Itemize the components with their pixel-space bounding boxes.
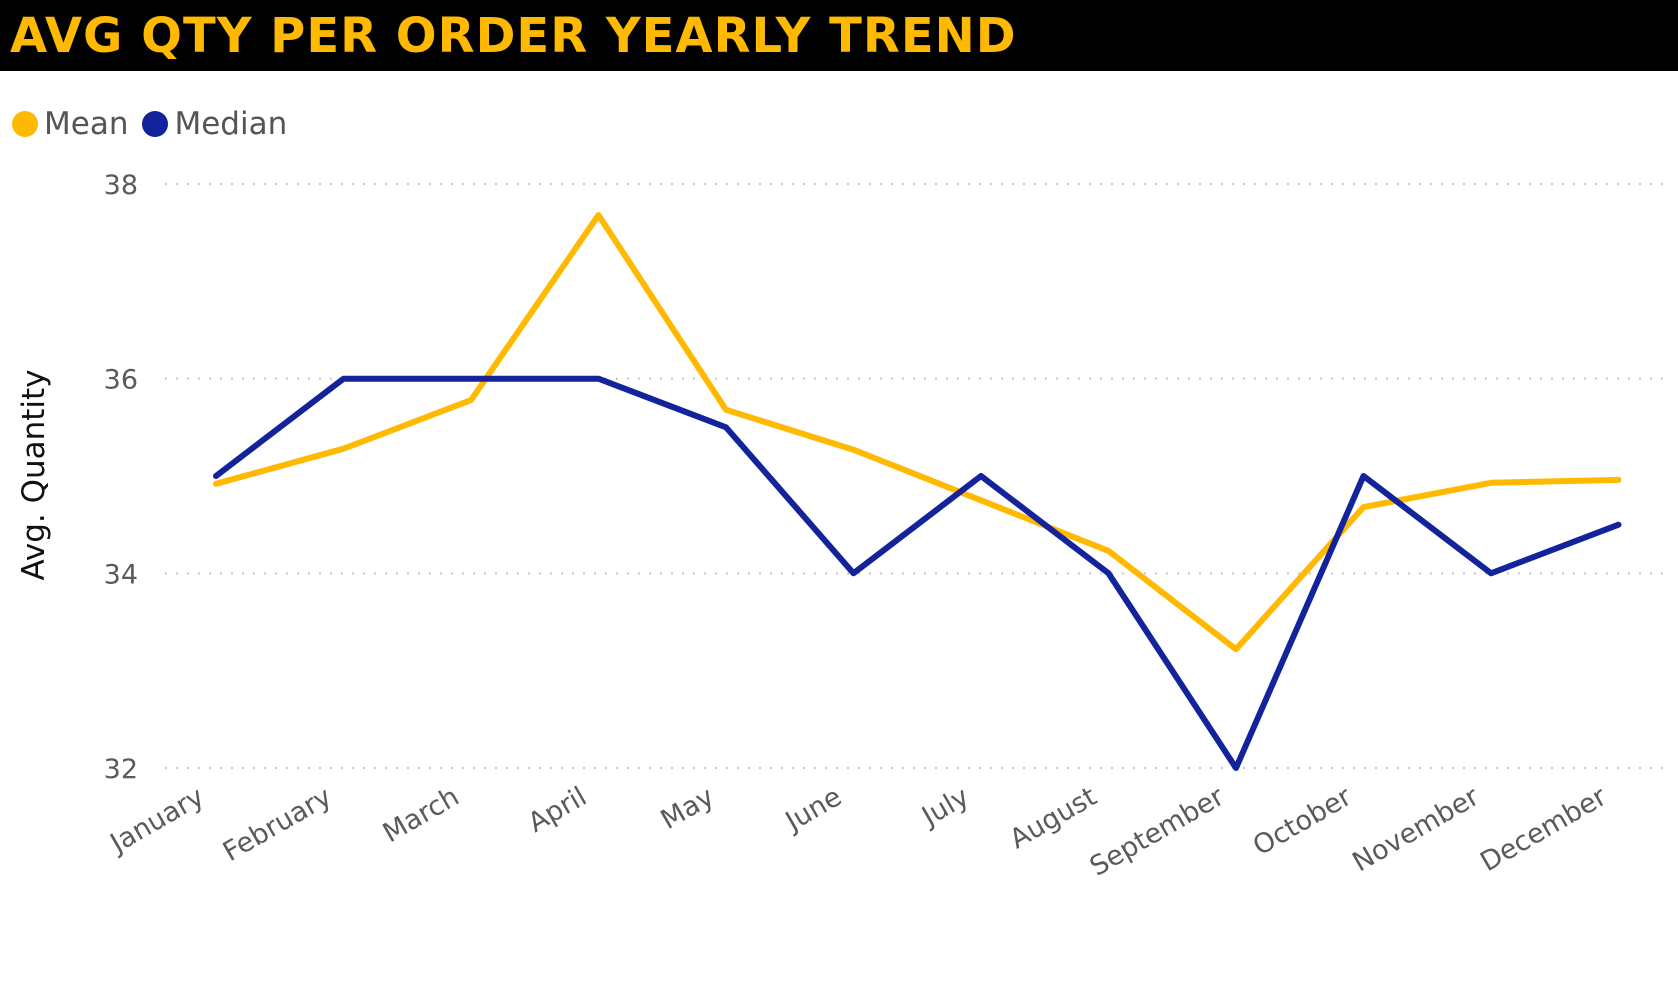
x-tick-label: October <box>1248 781 1358 862</box>
y-axis-ticks: 32 34 36 38 <box>104 170 138 785</box>
legend-label-mean: Mean <box>44 106 129 142</box>
x-tick-label: February <box>218 781 337 868</box>
chart-title: AVG QTY PER ORDER YEARLY TREND <box>10 8 1017 64</box>
x-axis-ticks: January February March April May June July Augu… <box>104 781 1613 883</box>
y-tick-label: 36 <box>104 365 138 396</box>
legend-label-median: Median <box>174 106 288 142</box>
y-axis-label: Avg. Quantity <box>16 369 52 580</box>
y-tick-label: 34 <box>104 559 138 590</box>
legend-swatch-median <box>142 111 169 137</box>
x-tick-label: September <box>1085 781 1231 883</box>
y-tick-label: 38 <box>104 170 138 201</box>
x-tick-label: December <box>1475 781 1613 878</box>
legend-item-mean[interactable]: Mean <box>12 106 128 142</box>
x-tick-label: July <box>915 781 974 833</box>
series-lines <box>213 212 1622 771</box>
x-tick-label: August <box>1005 781 1102 855</box>
series-line-mean[interactable] <box>213 212 1622 653</box>
title-bar: AVG QTY PER ORDER YEARLY TREND <box>0 0 1678 71</box>
x-tick-label: May <box>656 781 720 836</box>
x-tick-label: November <box>1347 781 1485 879</box>
series-line-median[interactable] <box>213 375 1622 771</box>
x-tick-label: January <box>104 781 210 860</box>
y-tick-label: 32 <box>104 754 138 785</box>
x-tick-label: March <box>378 781 465 849</box>
legend-item-median[interactable]: Median <box>142 106 287 142</box>
x-tick-label: April <box>523 781 592 839</box>
legend: Mean Median <box>12 104 301 144</box>
x-tick-label: June <box>779 781 847 838</box>
legend-swatch-mean <box>12 111 38 137</box>
